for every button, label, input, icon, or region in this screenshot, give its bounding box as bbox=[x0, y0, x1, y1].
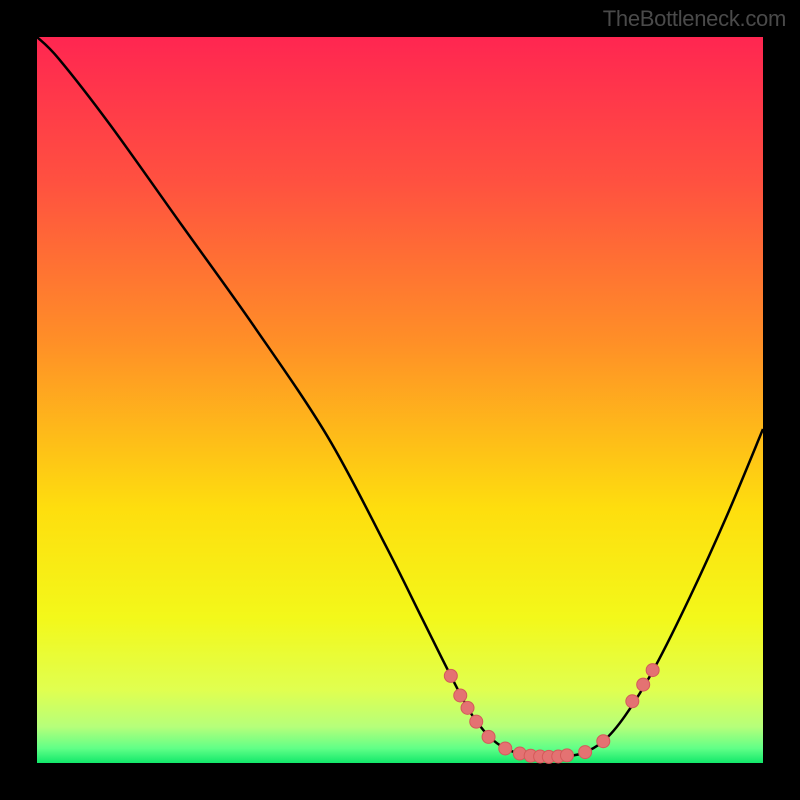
data-marker bbox=[499, 742, 512, 755]
data-marker bbox=[637, 678, 650, 691]
data-marker bbox=[560, 749, 573, 762]
bottleneck-curve bbox=[37, 37, 763, 757]
data-marker bbox=[646, 664, 659, 677]
data-marker bbox=[470, 715, 483, 728]
chart-svg bbox=[37, 37, 763, 763]
data-marker bbox=[461, 701, 474, 714]
chart-plot-area bbox=[37, 37, 763, 763]
data-marker bbox=[444, 669, 457, 682]
data-marker bbox=[579, 746, 592, 759]
data-marker bbox=[482, 730, 495, 743]
data-marker bbox=[597, 735, 610, 748]
data-marker bbox=[626, 695, 639, 708]
watermark-text: TheBottleneck.com bbox=[603, 6, 786, 32]
data-marker bbox=[454, 689, 467, 702]
